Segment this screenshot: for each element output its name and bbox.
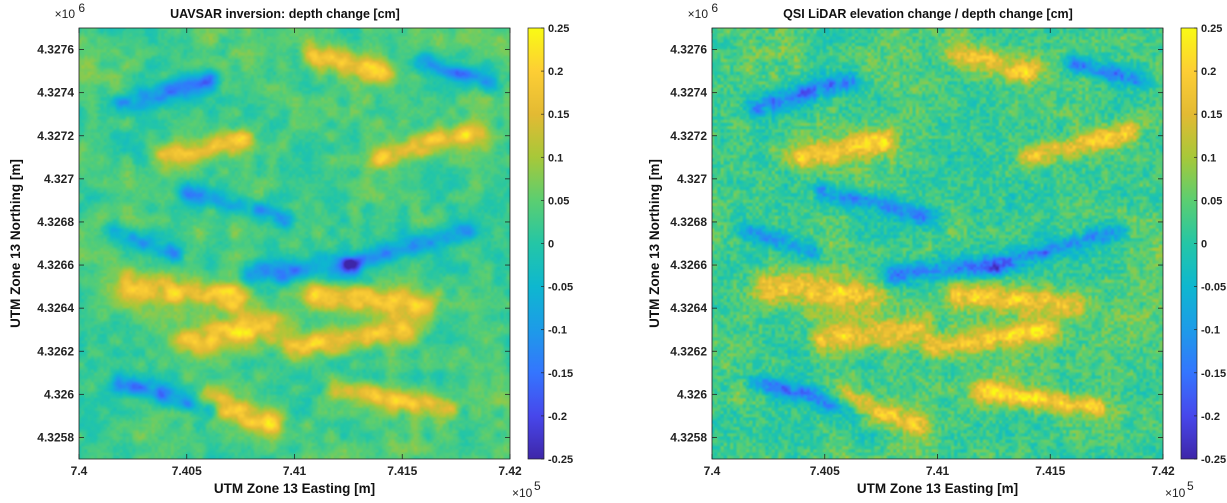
y-axis-multiplier: ×10 [55,7,76,21]
x-axis-multiplier: ×10 [1165,486,1186,500]
colorbar-tick-label: 0.25 [548,23,569,35]
colorbar-tick-label: -0.2 [1201,411,1220,423]
colorbar-tick-label: -0.05 [548,282,573,294]
y-tick-label: 4.326 [44,387,74,401]
heatmap-image [79,28,510,459]
x-tick-label: 7.41 [283,464,307,478]
x-tick-label: 7.4 [704,464,721,478]
y-tick-label: 4.3258 [670,430,707,444]
chart-title: UAVSAR inversion: depth change [cm] [170,7,400,21]
y-tick-label: 4.327 [677,172,707,186]
y-tick-label: 4.327 [44,172,74,186]
x-tick-label: 7.42 [498,464,522,478]
colorbar-tick-label: -0.05 [1201,282,1226,294]
chart-title: QSI LiDAR elevation change / depth chang… [783,7,1073,21]
y-tick-label: 4.3268 [670,215,707,229]
y-tick-label: 4.3266 [670,258,707,272]
colorbar-tick-label: -0.25 [1201,454,1226,466]
x-axis-multiplier-exponent: 5 [534,479,541,493]
colorbar-tick-label: 0 [548,239,554,251]
x-tick-label: 7.415 [387,464,417,478]
y-tick-label: 4.3266 [37,258,74,272]
y-axis-multiplier-exponent: 6 [78,1,85,15]
colorbar-tick-label: -0.15 [1201,368,1226,380]
colorbar-tick-label: 0.1 [1201,152,1216,164]
colorbar-tick-label: -0.15 [548,368,573,380]
x-axis-label: UTM Zone 13 Easting [m] [857,481,1018,496]
lidar-elevation-change-chart: 7.4 7.405 7.41 7.415 7.42 4.3258 4.326 4.3262 4.… [647,1,1226,500]
colorbar-tick-label: -0.1 [548,325,567,337]
y-tick-label: 4.3276 [670,43,707,57]
colorbar-tick-label: 0.05 [548,195,569,207]
y-tick-label: 4.3264 [670,301,707,315]
y-axis-label: UTM Zone 13 Northing [m] [647,159,662,328]
colorbar-tick-label: 0.1 [548,152,563,164]
colorbar-tick-label: 0.15 [1201,109,1222,121]
heatmap-image [712,28,1163,459]
y-tick-label: 4.3258 [37,430,74,444]
right-figure-panel: 7.4 7.405 7.41 7.415 7.42 4.3258 4.326 4.3262 4.… [612,0,1227,503]
y-tick-label: 4.3272 [37,129,74,143]
uavsar-depth-change-chart: 7.4 7.405 7.41 7.415 7.42 4.3258 4.326 4.3262 4.… [8,1,573,500]
colorbar-tick-label: -0.2 [548,411,567,423]
colorbar-tick-label: 0.15 [548,109,569,121]
y-tick-label: 4.3276 [37,43,74,57]
x-tick-label: 7.41 [926,464,950,478]
y-tick-label: 4.3274 [37,86,74,100]
colorbar-tick-label: 0 [1201,239,1207,251]
y-tick-label: 4.3272 [670,129,707,143]
x-axis-multiplier-exponent: 5 [1187,479,1194,493]
x-tick-label: 7.415 [1035,464,1065,478]
x-tick-label: 7.42 [1151,464,1175,478]
y-tick-label: 4.326 [677,387,707,401]
colorbar-tick-label: -0.1 [1201,325,1220,337]
y-axis-label: UTM Zone 13 Northing [m] [8,159,23,328]
colorbar-tick-label: 0.25 [1201,23,1222,35]
y-tick-label: 4.3262 [670,344,707,358]
x-tick-label: 7.405 [810,464,840,478]
colorbar-tick-label: 0.05 [1201,195,1222,207]
y-tick-label: 4.3274 [670,86,707,100]
y-tick-label: 4.3264 [37,301,74,315]
x-axis-label: UTM Zone 13 Easting [m] [214,481,375,496]
x-tick-label: 7.4 [71,464,88,478]
x-axis-multiplier: ×10 [512,486,533,500]
y-axis-multiplier-exponent: 6 [711,1,718,15]
colorbar-tick-label: 0.2 [1201,66,1216,78]
colorbar-tick-label: 0.2 [548,66,563,78]
left-figure-panel: 7.4 7.405 7.41 7.415 7.42 4.3258 4.326 4.3262 4.… [0,0,612,503]
y-axis-multiplier: ×10 [688,7,709,21]
x-tick-label: 7.405 [172,464,202,478]
y-tick-label: 4.3268 [37,215,74,229]
colorbar-tick-label: -0.25 [548,454,573,466]
y-tick-label: 4.3262 [37,344,74,358]
